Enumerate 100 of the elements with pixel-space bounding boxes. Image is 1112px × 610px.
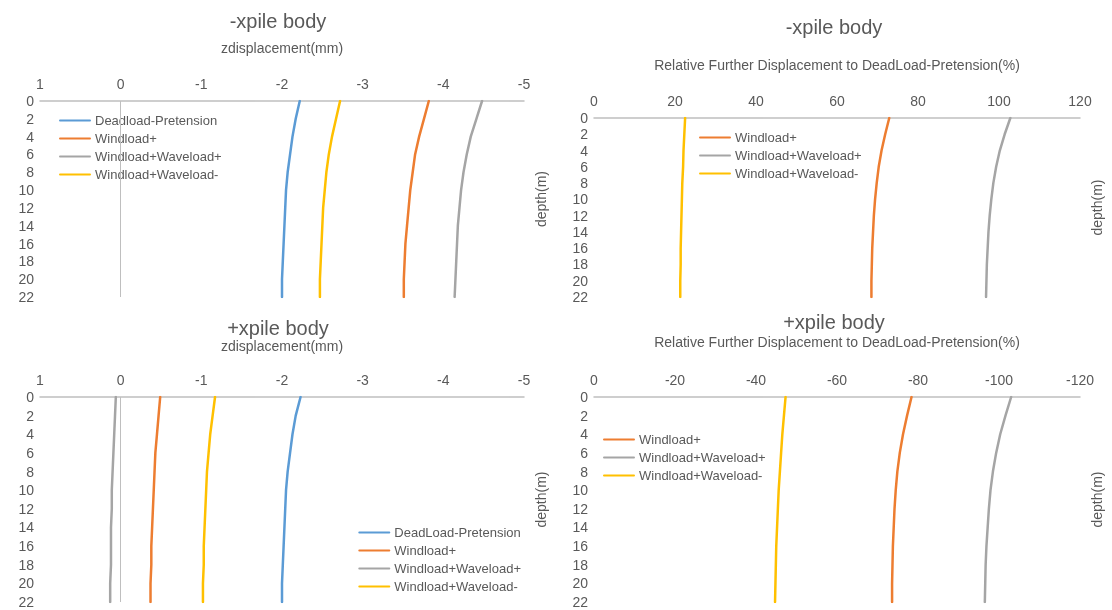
line-series [201,395,217,604]
y-tick-label: 12 [18,500,35,517]
line-series [983,395,1013,604]
x-tick-label: -100 [984,372,1014,388]
legend-label: Windload+Waveload- [639,468,763,483]
x-tick-label: 0 [116,372,125,388]
y-tick-label: 14 [572,519,589,536]
y-tick-label: 2 [26,407,35,424]
y-axis-title: depth(m) [1089,179,1105,236]
y-tick-label: 18 [18,253,35,270]
x-tick-label: -80 [907,372,929,388]
chart-title: +xpile body [783,311,885,333]
legend-label: DeadLoad-Pretension [394,525,521,540]
y-tick-label: 8 [26,164,35,181]
line-series [984,116,1012,299]
x-tick-label: -3 [356,76,370,92]
y-tick-label: 10 [18,182,35,199]
y-axis-title: depth(m) [1089,471,1105,528]
x-tick-label: 100 [987,93,1011,109]
x-tick-label: -5 [517,372,531,388]
line-series [870,116,891,299]
y-axis-title: depth(m) [533,170,549,228]
x-axis-title: zdisplacement(mm) [220,338,344,354]
legend-label: Windload+ [95,131,157,146]
y-tick-label: 6 [26,146,35,163]
y-tick-label: 4 [580,142,589,159]
y-tick-label: 16 [572,240,589,257]
line-series [108,395,118,604]
y-tick-label: 10 [572,482,589,499]
legend-label: Windload+Waveload- [95,167,219,182]
y-tick-label: 8 [26,463,35,480]
x-tick-label: -1 [195,372,208,388]
legend-label: Windload+Waveload+ [394,561,522,576]
line-series [318,99,342,299]
y-tick-label: 0 [580,110,589,126]
legend-label: Windload+Waveload- [394,579,518,594]
x-tick-label: -120 [1065,372,1095,388]
legend-label: Windload+ [639,432,701,447]
y-axis-title: depth(m) [533,471,549,528]
chart-title: -xpile body [229,10,327,32]
line-series [280,99,301,299]
legend-label: Windload+Waveload+ [639,450,766,465]
y-tick-label: 20 [18,575,35,592]
y-tick-label: 14 [572,223,589,240]
legend-label: Deadload-Pretension [95,113,218,128]
x-tick-label: -40 [745,372,767,388]
x-tick-label: -20 [664,372,686,388]
x-tick-label: -3 [356,372,370,388]
x-tick-label: 1 [36,372,45,388]
y-tick-label: 4 [580,426,589,443]
chart-title: +xpile body [227,317,329,339]
x-axis-title: zdisplacement(mm) [220,40,344,56]
y-tick-label: 2 [26,110,35,127]
y-tick-label: 20 [572,272,589,289]
y-tick-label: 0 [580,389,589,405]
x-tick-label: 0 [116,76,125,92]
x-tick-label: 120 [1068,93,1092,109]
x-tick-label: -5 [517,76,531,92]
y-tick-label: 6 [580,444,589,461]
line-series [890,395,913,604]
y-tick-label: 6 [580,158,589,175]
line-series [280,395,302,604]
line-series [402,99,431,299]
y-tick-label: 2 [580,407,589,424]
x-axis-title: Relative Further Displacement to DeadLoad-Pretension(%) [654,334,1020,350]
y-tick-label: 2 [580,126,589,143]
y-tick-label: 14 [18,519,35,536]
y-tick-label: 18 [572,556,589,573]
y-tick-label: 16 [572,538,589,555]
y-tick-label: 16 [18,235,35,252]
y-tick-label: 12 [18,199,35,216]
y-tick-label: 8 [580,463,589,480]
x-tick-label: 1 [36,76,45,92]
line-series [149,395,162,604]
y-tick-label: 22 [572,289,589,305]
y-tick-label: 20 [18,271,35,288]
y-tick-label: 22 [18,289,35,305]
line-series [773,395,787,604]
x-tick-label: 20 [667,93,683,109]
x-tick-label: -4 [437,76,450,92]
x-tick-label: -60 [826,372,848,388]
line-series [453,99,484,299]
y-tick-label: 12 [572,207,589,224]
x-tick-label: 60 [829,93,845,109]
legend-label: Windload+ [394,543,457,558]
legend-label: Windload+Waveload+ [95,149,222,164]
y-tick-label: 10 [572,191,589,208]
y-tick-label: 22 [572,594,589,610]
y-tick-label: 18 [572,256,589,273]
x-tick-label: 0 [590,93,599,109]
y-tick-label: 22 [18,594,35,610]
y-tick-label: 14 [18,217,35,234]
x-tick-label: -1 [195,76,208,92]
y-tick-label: 12 [572,500,589,517]
line-series [679,116,687,299]
x-tick-label: 0 [590,372,599,388]
y-tick-label: 8 [580,175,589,192]
x-tick-label: -4 [437,372,450,388]
y-tick-label: 6 [26,444,35,461]
x-tick-label: -2 [275,76,289,92]
